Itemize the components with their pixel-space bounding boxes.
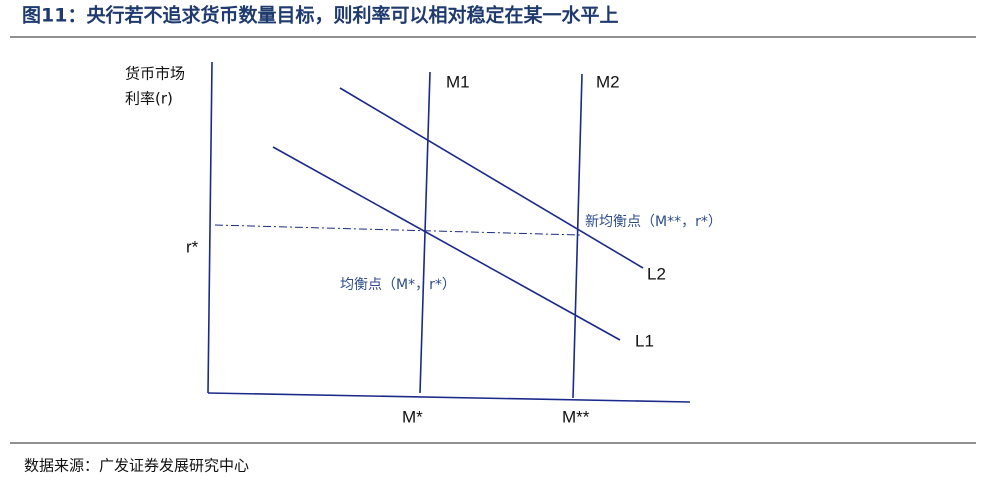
y-axis-label: 利率(r) [125,90,173,108]
title: 图11：央行若不追求货币数量目标，则利率可以相对稳定在某一水平上 [22,4,618,27]
rate-level-line [214,224,581,236]
l1-label: L1 [635,331,654,350]
m2-line [572,73,583,399]
r-star-label: r* [186,237,199,256]
x-axis [207,392,691,403]
m1-line [419,71,431,394]
m2-label: M2 [596,72,620,91]
l2-label: L2 [647,264,666,283]
l2-line [339,87,644,269]
new-equilibrium-label: 新均衡点（M**，r*） [585,214,722,230]
y-axis-label: 货币市场 [125,65,185,83]
m-star-star-label: M** [562,407,590,426]
y-axis [207,61,213,394]
m1-label: M1 [446,72,470,91]
source: 数据来源：广发证券发展研究中心 [24,457,249,475]
m-star-label: M* [402,407,423,426]
diagram-lines [207,61,691,403]
l1-line [272,146,621,341]
equilibrium-label: 均衡点（M*，r*） [340,277,456,293]
